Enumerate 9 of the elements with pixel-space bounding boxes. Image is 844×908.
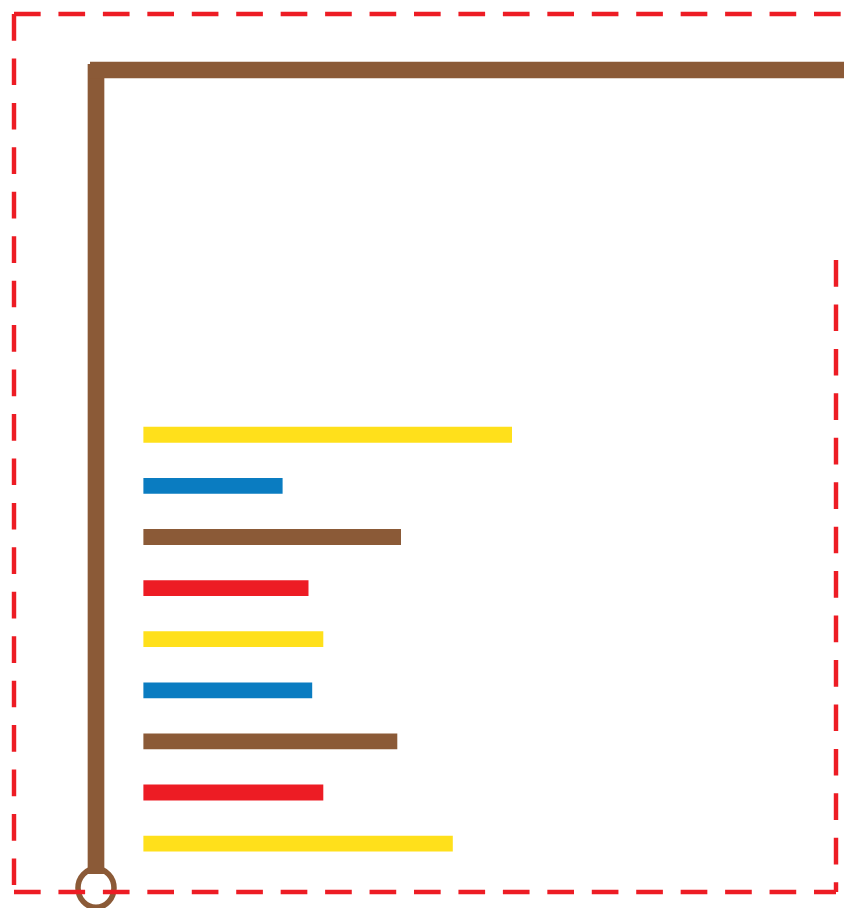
bar bbox=[142, 529, 401, 545]
bar bbox=[142, 426, 512, 443]
bar bbox=[142, 733, 398, 750]
bar bbox=[142, 580, 309, 597]
bar bbox=[142, 682, 313, 699]
bar bbox=[142, 835, 453, 852]
bar bbox=[142, 477, 283, 494]
bar bbox=[142, 631, 324, 648]
bar bbox=[142, 784, 324, 801]
